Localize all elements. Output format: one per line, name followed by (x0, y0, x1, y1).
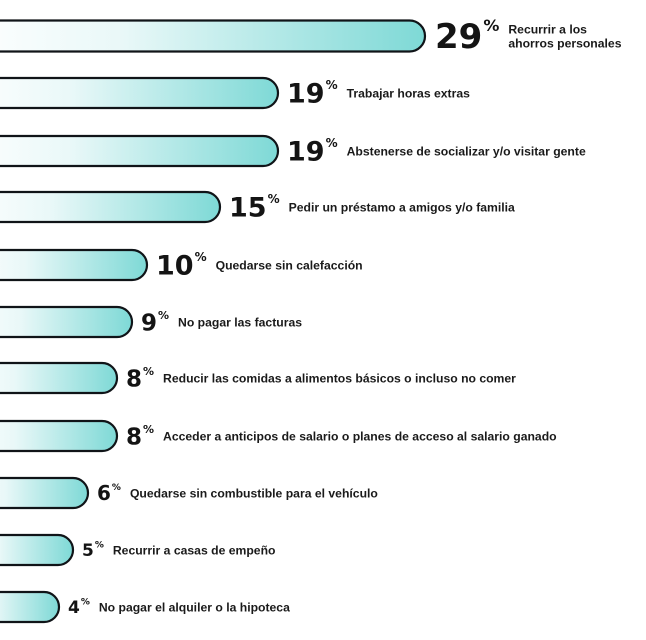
category-label: Acceder a anticipos de salario o planes … (163, 430, 557, 444)
value-label: 15 (229, 193, 267, 224)
category-label: Quedarse sin calefacción (216, 259, 363, 273)
value-label: 8 (126, 424, 142, 450)
category-label: Trabajar horas extras (347, 87, 471, 101)
value-label: 10 (156, 251, 194, 282)
bar (0, 190, 222, 224)
value-label: 6 (97, 481, 111, 505)
percent-sign: % (95, 541, 104, 551)
percent-sign: % (143, 365, 154, 378)
bar (0, 76, 280, 110)
value-label: 4 (68, 598, 80, 618)
bar (0, 305, 134, 339)
bar (0, 134, 280, 168)
percent-sign: % (158, 309, 169, 322)
value-label: 8 (126, 366, 142, 392)
category-label: No pagar el alquiler o la hipoteca (99, 601, 290, 615)
bar (0, 590, 61, 624)
percent-sign: % (268, 192, 280, 206)
category-label: Quedarse sin combustible para el vehícul… (130, 487, 378, 501)
value-label: 29 (435, 17, 482, 57)
category-label: No pagar las facturas (178, 316, 302, 330)
bar (0, 248, 149, 282)
bar (0, 419, 119, 453)
percent-sign: % (326, 136, 338, 150)
category-label: Reducir las comidas a alimentos básicos … (163, 372, 516, 386)
percent-sign: % (326, 78, 338, 92)
category-label: ahorros personales (508, 37, 621, 51)
bars-layer (0, 19, 427, 624)
value-label: 19 (287, 137, 325, 168)
percent-sign: % (81, 598, 90, 608)
value-label: 5 (82, 541, 94, 561)
bar (0, 476, 90, 510)
percent-sign: % (112, 483, 121, 493)
category-label: Recurrir a casas de empeño (113, 544, 276, 558)
percent-sign: % (483, 16, 499, 35)
percent-sign: % (143, 423, 154, 436)
category-label: Recurrir a los (508, 23, 587, 37)
bar (0, 19, 427, 53)
bar (0, 361, 119, 395)
bar (0, 533, 75, 567)
value-label: 9 (141, 310, 157, 336)
value-label: 19 (287, 79, 325, 110)
category-label: Abstenerse de socializar y/o visitar gen… (347, 145, 586, 159)
percent-sign: % (195, 250, 207, 264)
category-label: Pedir un préstamo a amigos y/o familia (289, 201, 515, 215)
